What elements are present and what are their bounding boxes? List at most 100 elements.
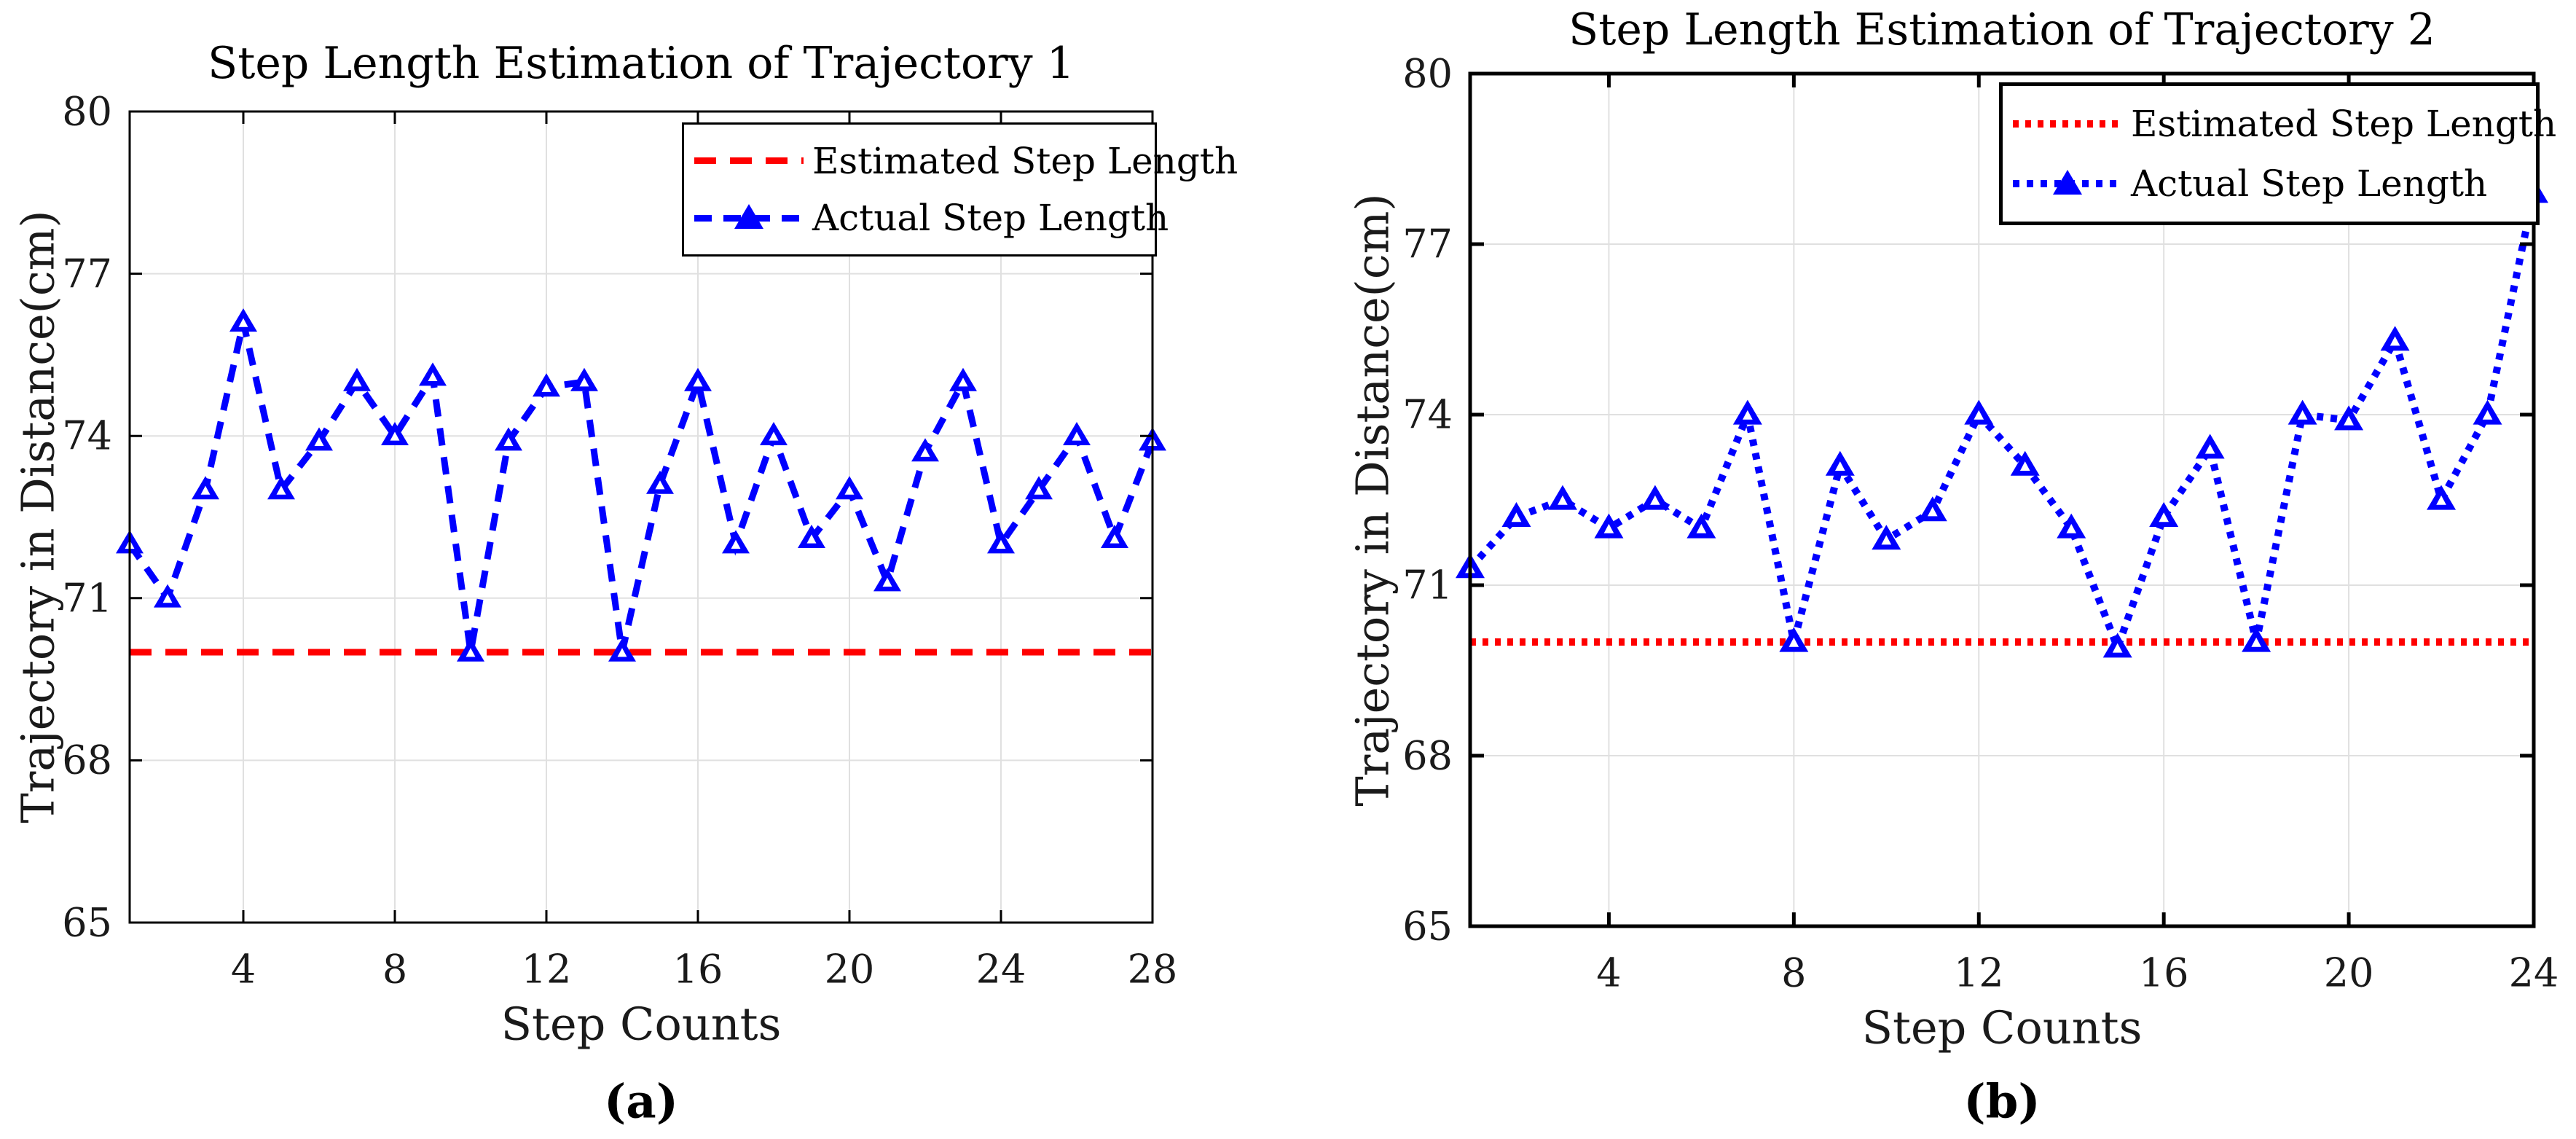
actual-line-sample-icon [2013, 179, 2122, 187]
y-tick-label: 77 [62, 251, 112, 297]
plot-border [128, 110, 1154, 924]
data-point-marker-center [996, 539, 1006, 549]
chart-title-trajectory-2: Step Length Estimation of Trajectory 2 [1568, 4, 2435, 55]
x-tick-label: 16 [2138, 950, 2189, 996]
x-tick-label: 8 [382, 946, 408, 993]
legend-entry-estimated: Estimated Step Length [694, 140, 1238, 182]
x-tick-label: 4 [1596, 950, 1622, 996]
legend-label-estimated: Estimated Step Length [2131, 103, 2557, 146]
y-tick-label: 68 [1402, 732, 1453, 779]
legend: Estimated Step Length Actual Step Length [1999, 82, 2556, 225]
data-point-marker-center [920, 447, 930, 457]
data-point-marker-center [806, 534, 817, 544]
data-point-marker-center [2066, 523, 2077, 533]
legend-entry-estimated: Estimated Step Length [2013, 103, 2556, 145]
data-point-marker-center [1511, 512, 1522, 522]
data-point-marker-center [769, 431, 779, 441]
data-point-marker-center [731, 539, 741, 549]
data-point-marker-center [1788, 637, 1799, 647]
data-point-marker-center [2344, 415, 2354, 426]
x-tick-label: 16 [672, 946, 723, 993]
actual-step-length-line [127, 321, 1156, 653]
data-point-marker-center [352, 377, 362, 387]
data-point-marker-center [1603, 523, 1614, 533]
data-point-marker-center [617, 648, 627, 657]
y-tick-label: 65 [1402, 903, 1453, 950]
x-tick-label: 28 [1127, 946, 1178, 993]
data-point-marker-center [1110, 534, 1120, 544]
data-point-marker-center [1881, 535, 1892, 545]
y-axis-label: Trajectory in Distance(cm) [11, 210, 65, 823]
legend-label-actual: Actual Step Length [2131, 162, 2488, 205]
data-point-marker-center [2297, 410, 2308, 420]
data-point-marker-center [958, 377, 968, 387]
data-point-marker-center [1743, 410, 1753, 420]
data-point-marker-center [1072, 431, 1082, 441]
chart-panel-trajectory-2: Step Length Estimation of Trajectory 2 T… [1288, 0, 2576, 1139]
x-tick-label: 8 [1781, 950, 1807, 996]
data-point-marker-center [655, 480, 665, 490]
data-point-marker-center [238, 318, 248, 327]
data-point-marker-center [2204, 444, 2215, 454]
actual-step-length-line [1467, 192, 2537, 659]
data-point-marker-center [1927, 506, 1938, 517]
data-point-marker-center [162, 594, 173, 603]
data-point-marker-center [200, 485, 211, 495]
data-point-marker-center [693, 377, 703, 387]
chart-panel-trajectory-1: Step Length Estimation of Trajectory 1 T… [0, 0, 1288, 1139]
x-tick-label: 12 [1953, 950, 2004, 996]
y-tick-label: 65 [62, 899, 112, 946]
data-point-marker-center [2436, 495, 2446, 505]
x-axis-label: Step Counts [1861, 1001, 2143, 1054]
actual-line-sample-icon [694, 214, 804, 222]
data-point-marker-center [844, 485, 855, 495]
data-point-marker-center [1650, 495, 1660, 505]
x-tick-label: 20 [2323, 950, 2374, 996]
data-point-marker-center [1034, 485, 1044, 495]
data-point-marker-center [503, 437, 514, 447]
x-tick-label: 4 [230, 946, 256, 993]
data-point-marker-center [2019, 461, 2030, 471]
data-point-marker-center [2112, 643, 2123, 653]
y-tick-label: 68 [62, 737, 112, 783]
chart-title-trajectory-1: Step Length Estimation of Trajectory 1 [208, 38, 1075, 89]
data-point-marker-center [882, 577, 892, 587]
legend-entry-actual: Actual Step Length [694, 197, 1169, 239]
legend-label-estimated: Estimated Step Length [812, 139, 1238, 182]
data-point-marker-center [314, 437, 324, 447]
estimated-line-sample-icon [2013, 120, 2122, 128]
data-point-marker-center [1696, 523, 1707, 533]
y-tick-label: 71 [62, 575, 112, 622]
y-tick-label: 77 [1402, 221, 1453, 267]
legend-entry-actual: Actual Step Length [2013, 163, 2536, 205]
x-tick-label: 12 [521, 946, 572, 993]
x-axis-label: Step Counts [500, 997, 782, 1051]
data-point-marker-center [1974, 410, 1984, 420]
data-point-marker-center [1558, 495, 1568, 505]
x-tick-label: 24 [975, 946, 1026, 993]
x-tick-label: 24 [2508, 950, 2559, 996]
data-point-marker-center [579, 377, 589, 387]
y-tick-label: 80 [1402, 50, 1453, 97]
data-point-marker-center [2390, 336, 2400, 346]
subfigure-label-a: (a) [603, 1074, 679, 1130]
data-point-marker-center [390, 431, 400, 441]
legend-label-actual: Actual Step Length [812, 197, 1169, 240]
data-point-marker-center [2159, 512, 2169, 522]
y-tick-label: 74 [62, 412, 112, 459]
subfigure-label-b: (b) [1963, 1074, 2041, 1130]
data-point-marker-center [2482, 410, 2493, 420]
data-point-marker-center [428, 372, 438, 381]
y-tick-label: 80 [62, 88, 112, 135]
y-axis-label: Trajectory in Distance(cm) [1346, 193, 1399, 807]
x-tick-label: 20 [824, 946, 875, 993]
data-point-marker-center [2251, 637, 2261, 647]
legend: Estimated Step Length Actual Step Length [682, 122, 1238, 257]
plot-border [1468, 71, 2536, 928]
data-point-marker-center [1835, 461, 1845, 471]
data-point-marker-center [276, 485, 286, 495]
trajectory-2-plot [1456, 71, 2548, 928]
y-tick-label: 71 [1402, 562, 1453, 608]
y-tick-label: 74 [1402, 391, 1453, 438]
data-point-marker-center [466, 648, 476, 657]
